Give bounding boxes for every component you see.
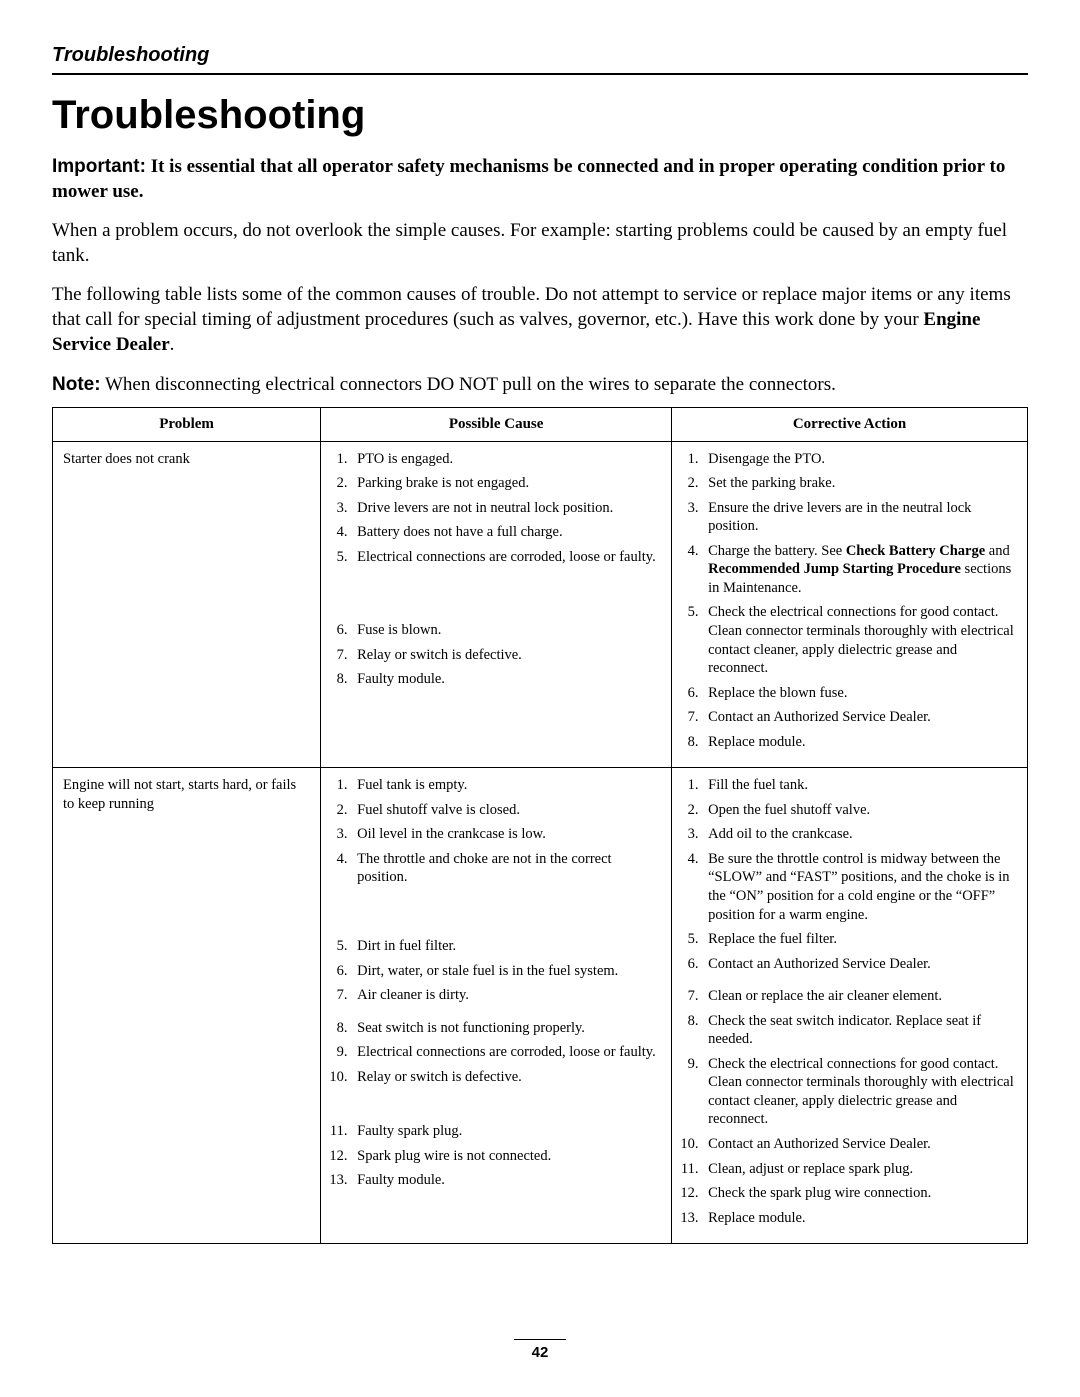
- important-label: Important:: [52, 156, 146, 177]
- action-item: Replace module.: [702, 1209, 1017, 1228]
- page-number-rule: [514, 1339, 566, 1340]
- important-text: It is essential that all operator safety…: [52, 156, 1005, 202]
- intro-paragraph-1: When a problem occurs, do not overlook t…: [52, 218, 1028, 268]
- cause-item: Electrical connections are corroded, loo…: [351, 548, 661, 567]
- cause-item: Drive levers are not in neutral lock pos…: [351, 499, 661, 518]
- header-rule: [52, 73, 1028, 75]
- action-item: Check the seat switch indicator. Replace…: [702, 1012, 1017, 1049]
- table-header-row: Problem Possible Cause Corrective Action: [53, 407, 1028, 441]
- cause-item: Parking brake is not engaged.: [351, 474, 661, 493]
- note-paragraph: Note: When disconnecting electrical conn…: [52, 372, 1028, 397]
- cause-item: Fuel shutoff valve is closed.: [351, 801, 661, 820]
- col-problem: Problem: [53, 407, 321, 441]
- cause-item: Faulty module.: [351, 1171, 661, 1190]
- col-action: Corrective Action: [672, 407, 1028, 441]
- action-item: Ensure the drive levers are in the neutr…: [702, 499, 1017, 536]
- action-item: Open the fuel shutoff valve.: [702, 801, 1017, 820]
- action-item: Replace the blown fuse.: [702, 684, 1017, 703]
- action-item: Set the parking brake.: [702, 474, 1017, 493]
- action-item: Check the electrical connections for goo…: [702, 1055, 1017, 1129]
- document-page: Troubleshooting Troubleshooting Importan…: [0, 0, 1080, 1397]
- cell-cause: Fuel tank is empty. Fuel shutoff valve is…: [321, 768, 672, 1244]
- action-item: Add oil to the crankcase.: [702, 825, 1017, 844]
- cause-item: Seat switch is not functioning properly.: [351, 1019, 661, 1038]
- note-label: Note:: [52, 374, 101, 395]
- table-row: Engine will not start, starts hard, or f…: [53, 768, 1028, 1244]
- cause-item: Fuel tank is empty.: [351, 776, 661, 795]
- action-item: Replace the fuel filter.: [702, 930, 1017, 949]
- action-item: Contact an Authorized Service Dealer.: [702, 955, 1017, 974]
- note-text: When disconnecting electrical connectors…: [105, 374, 836, 395]
- cell-problem: Starter does not crank: [53, 441, 321, 768]
- cause-item: Air cleaner is dirty.: [351, 986, 661, 1005]
- cause-item: Relay or switch is defective.: [351, 1068, 661, 1087]
- action-item: Contact an Authorized Service Dealer.: [702, 708, 1017, 727]
- action-item: Check the electrical connections for goo…: [702, 603, 1017, 677]
- page-number-value: 42: [532, 1344, 549, 1361]
- action-item: Disengage the PTO.: [702, 450, 1017, 469]
- action-item: Fill the fuel tank.: [702, 776, 1017, 795]
- cell-cause: PTO is engaged. Parking brake is not enga…: [321, 441, 672, 768]
- action-item: Clean, adjust or replace spark plug.: [702, 1160, 1017, 1179]
- important-paragraph: Important: It is essential that all oper…: [52, 154, 1028, 204]
- cause-item: Fuse is blown.: [351, 621, 661, 640]
- col-cause: Possible Cause: [321, 407, 672, 441]
- cause-item: Dirt in fuel filter.: [351, 937, 661, 956]
- cause-item: Battery does not have a full charge.: [351, 523, 661, 542]
- cause-item: Faulty module.: [351, 670, 661, 689]
- table-row: Starter does not crank PTO is engaged. Par…: [53, 441, 1028, 768]
- cell-action: Fill the fuel tank. Open the fuel shutoff…: [672, 768, 1028, 1244]
- action-item: Be sure the throttle control is midway b…: [702, 850, 1017, 924]
- cell-problem: Engine will not start, starts hard, or f…: [53, 768, 321, 1244]
- cause-item: Oil level in the crankcase is low.: [351, 825, 661, 844]
- action-item: Check the spark plug wire connection.: [702, 1184, 1017, 1203]
- cell-action: Disengage the PTO. Set the parking brake.…: [672, 441, 1028, 768]
- page-title: Troubleshooting: [52, 93, 1028, 138]
- action-item: Charge the battery. See Check Battery Ch…: [702, 542, 1017, 598]
- cause-item: Electrical connections are corroded, loo…: [351, 1043, 661, 1062]
- cause-item: Dirt, water, or stale fuel is in the fue…: [351, 962, 661, 981]
- cause-item: Faulty spark plug.: [351, 1122, 661, 1141]
- action-item: Replace module.: [702, 733, 1017, 752]
- action-item: Contact an Authorized Service Dealer.: [702, 1135, 1017, 1154]
- intro-2-pre: The following table lists some of the co…: [52, 284, 1011, 330]
- intro-2-post: .: [170, 334, 175, 355]
- cause-item: Spark plug wire is not connected.: [351, 1147, 661, 1166]
- cause-item: Relay or switch is defective.: [351, 646, 661, 665]
- running-header: Troubleshooting: [52, 44, 1028, 67]
- cause-item: PTO is engaged.: [351, 450, 661, 469]
- action-item: Clean or replace the air cleaner element…: [702, 987, 1017, 1006]
- cause-item: The throttle and choke are not in the co…: [351, 850, 661, 887]
- page-number: 42: [0, 1339, 1080, 1361]
- intro-paragraph-2: The following table lists some of the co…: [52, 282, 1028, 357]
- troubleshooting-table: Problem Possible Cause Corrective Action…: [52, 407, 1028, 1245]
